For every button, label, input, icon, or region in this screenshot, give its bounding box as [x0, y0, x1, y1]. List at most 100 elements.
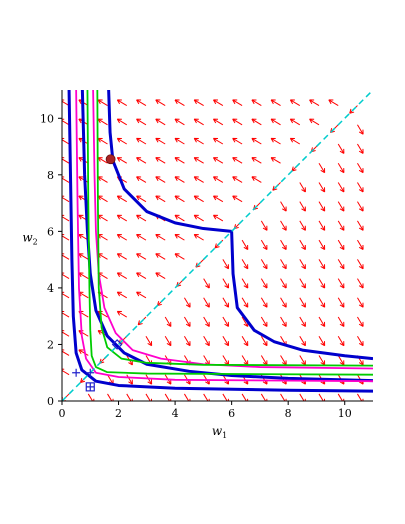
direction-arrowhead [301, 302, 306, 308]
direction-arrow [117, 214, 128, 222]
direction-arrow [270, 157, 281, 164]
direction-arrowhead [214, 243, 220, 249]
trajectory-curves [62, 90, 373, 401]
direction-arrow [260, 355, 268, 366]
direction-arrow [309, 99, 320, 106]
direction-arrow [136, 195, 147, 203]
tick-marks: 0 2 4 6 8 10 0 2 4 6 8 10 [40, 112, 352, 420]
direction-arrowhead [224, 321, 230, 327]
direction-arrowhead [358, 225, 364, 231]
direction-arrowhead [136, 195, 142, 201]
direction-arrowhead [155, 272, 161, 278]
direction-arrowhead [116, 253, 122, 258]
direction-arrow [337, 182, 345, 193]
direction-arrow [164, 393, 171, 401]
direction-arrowhead [270, 118, 276, 124]
direction-arrow [222, 297, 229, 308]
direction-arrowhead [62, 118, 65, 124]
direction-arrow [136, 253, 147, 260]
direction-arrowhead [358, 283, 364, 289]
direction-arrow [97, 253, 108, 260]
direction-arrowhead [193, 157, 199, 162]
direction-arrow [193, 99, 204, 106]
direction-arrow [193, 157, 204, 164]
direction-arrow [62, 119, 70, 126]
x-tick-label: 10 [338, 407, 352, 420]
direction-arrow [183, 335, 191, 346]
direction-arrow [117, 195, 128, 203]
direction-arrow [97, 137, 108, 145]
direction-arrowhead [205, 302, 210, 308]
y-tick-label: 8 [47, 169, 54, 182]
direction-arrow [290, 118, 301, 126]
direction-arrow [299, 259, 306, 270]
direction-arrow [290, 137, 301, 145]
marker-cross [72, 368, 81, 377]
direction-arrowhead [193, 99, 199, 105]
direction-arrow [270, 99, 281, 106]
direction-arrow [299, 297, 306, 308]
direction-arrow [203, 278, 210, 289]
direction-arrowhead [289, 99, 295, 105]
direction-arrow [260, 259, 268, 270]
direction-arrowhead [193, 118, 199, 124]
direction-arrow [241, 355, 249, 366]
direction-arrow [174, 195, 185, 203]
direction-arrow [357, 259, 364, 270]
marker-circle [105, 154, 116, 165]
direction-arrowhead [213, 214, 219, 220]
direction-arrowhead [128, 398, 133, 401]
direction-arrowhead [116, 214, 122, 220]
direction-arrowhead [282, 302, 287, 308]
direction-arrow [136, 272, 147, 280]
x-tick-label: 2 [115, 407, 122, 420]
direction-arrowhead [136, 157, 142, 162]
direction-arrowhead [289, 118, 295, 124]
direction-arrowhead [116, 118, 122, 124]
direction-arrow [241, 335, 249, 346]
direction-arrow [337, 201, 345, 212]
direction-arrow [232, 176, 243, 183]
direction-arrowhead [193, 233, 199, 239]
direction-arrowhead [185, 341, 191, 347]
direction-arrow [280, 297, 287, 308]
direction-arrow [117, 234, 128, 241]
direction-arrowhead [97, 99, 103, 105]
direction-arrowhead [62, 195, 65, 200]
direction-arrow [222, 278, 229, 289]
direction-arrow [62, 196, 70, 203]
direction-arrowhead [78, 349, 84, 355]
direction-arrow [337, 162, 345, 173]
direction-arrow [299, 278, 306, 289]
direction-arrowhead [320, 302, 326, 308]
direction-arrow [241, 316, 249, 327]
direction-arrowhead [282, 206, 287, 212]
direction-arrowhead [128, 379, 133, 385]
direction-arrowhead [282, 264, 287, 270]
direction-arrowhead [251, 99, 257, 105]
direction-arrowhead [116, 157, 122, 162]
direction-arrow [318, 297, 326, 308]
direction-arrowhead [62, 99, 65, 104]
direction-arrowhead [97, 118, 103, 124]
direction-arrow [318, 393, 324, 401]
direction-arrow [97, 195, 108, 203]
direction-arrowhead [155, 233, 161, 239]
direction-arrow [357, 239, 364, 250]
direction-arrow [117, 99, 128, 106]
direction-arrowhead [136, 253, 142, 258]
direction-arrowhead [358, 360, 364, 366]
direction-arrow [357, 201, 364, 212]
direction-arrowhead [270, 99, 276, 105]
direction-arrowhead [109, 398, 114, 401]
direction-arrow [203, 316, 210, 327]
direction-arrow [337, 316, 345, 327]
direction-arrowhead [232, 195, 238, 201]
direction-arrowhead [80, 377, 86, 383]
direction-arrowhead [116, 310, 122, 316]
direction-arrow [193, 214, 204, 222]
direction-arrowhead [185, 302, 191, 308]
direction-arrowhead [320, 244, 326, 250]
direction-arrow [62, 177, 70, 183]
direction-arrow [337, 143, 345, 154]
